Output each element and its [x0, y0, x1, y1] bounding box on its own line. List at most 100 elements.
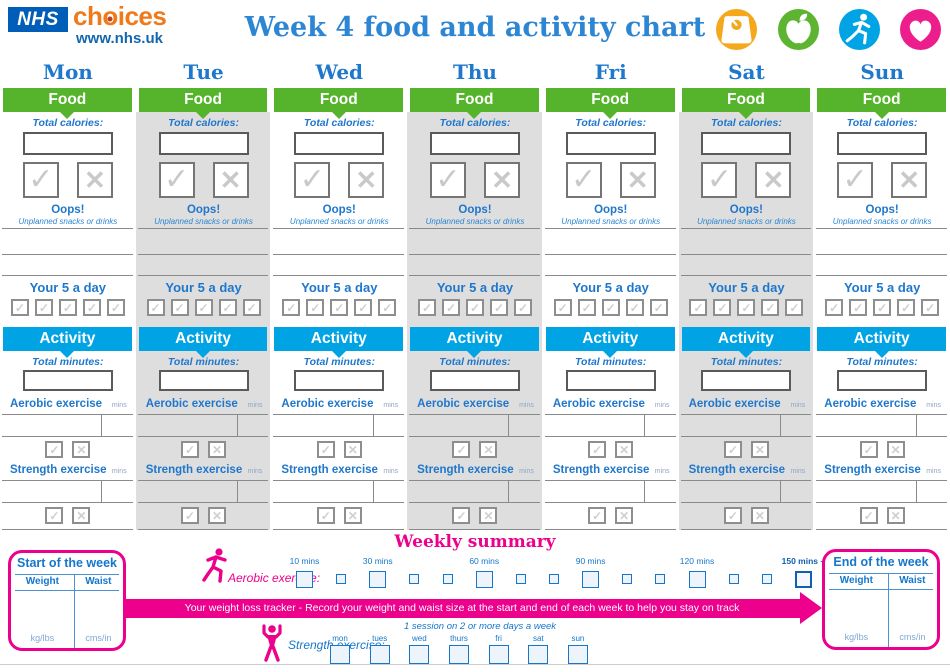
five-a-day-checkbox[interactable]: ✓ — [282, 299, 301, 316]
weight-entry-area[interactable] — [11, 591, 74, 630]
five-a-day-checkbox[interactable]: ✓ — [441, 299, 460, 316]
five-a-day-checkbox[interactable]: ✓ — [417, 299, 436, 316]
aerobic-minutes-checkbox[interactable] — [622, 574, 633, 584]
five-a-day-checkbox[interactable]: ✓ — [489, 299, 508, 316]
aerobic-minutes-checkbox[interactable] — [548, 574, 559, 584]
strength-done-checkbox[interactable]: ✓ — [181, 507, 200, 524]
total-calories-input[interactable] — [565, 132, 656, 155]
strength-day-checkbox[interactable] — [330, 645, 350, 664]
five-a-day-checkbox[interactable]: ✓ — [625, 299, 644, 316]
snacks-write-line[interactable] — [137, 228, 269, 229]
strength-done-checkbox[interactable]: ✓ — [859, 507, 878, 524]
aerobic-missed-checkbox[interactable]: ✕ — [208, 441, 227, 458]
total-minutes-input[interactable] — [837, 370, 928, 391]
snacks-write-line[interactable] — [273, 254, 405, 255]
aerobic-done-checkbox[interactable]: ✓ — [45, 441, 64, 458]
goal-missed-checkbox[interactable]: ✕ — [348, 162, 385, 198]
aerobic-missed-checkbox[interactable]: ✕ — [479, 441, 498, 458]
five-a-day-checkbox[interactable]: ✓ — [330, 299, 349, 316]
aerobic-minutes-checkbox[interactable] — [688, 570, 706, 588]
snacks-write-line[interactable] — [544, 254, 676, 255]
aerobic-missed-checkbox[interactable]: ✕ — [750, 441, 769, 458]
strength-done-checkbox[interactable]: ✓ — [723, 507, 742, 524]
five-a-day-checkbox[interactable]: ✓ — [873, 299, 892, 316]
aerobic-write-area[interactable] — [2, 414, 133, 437]
aerobic-minutes-checkbox[interactable] — [296, 570, 313, 588]
total-calories-input[interactable] — [22, 132, 113, 155]
aerobic-minutes-checkbox[interactable] — [761, 574, 772, 584]
snacks-write-line[interactable] — [816, 228, 947, 229]
aerobic-minutes-checkbox[interactable] — [336, 574, 347, 584]
snacks-write-line[interactable] — [137, 254, 269, 255]
aerobic-minutes-checkbox[interactable] — [582, 570, 600, 588]
total-calories-input[interactable] — [429, 132, 520, 155]
strength-missed-checkbox[interactable]: ✕ — [343, 507, 362, 524]
strength-done-checkbox[interactable]: ✓ — [45, 507, 64, 524]
five-a-day-checkbox[interactable]: ✓ — [553, 299, 572, 316]
five-a-day-checkbox[interactable]: ✓ — [170, 299, 189, 316]
total-minutes-input[interactable] — [565, 370, 656, 391]
snacks-write-line[interactable] — [2, 228, 133, 229]
aerobic-minutes-checkbox[interactable] — [515, 574, 526, 584]
total-minutes-input[interactable] — [158, 370, 249, 391]
snacks-write-line[interactable] — [544, 228, 676, 229]
snacks-write-line[interactable] — [2, 254, 133, 255]
strength-write-area[interactable] — [680, 480, 812, 503]
aerobic-done-checkbox[interactable]: ✓ — [181, 441, 200, 458]
total-minutes-input[interactable] — [22, 370, 113, 391]
goal-missed-checkbox[interactable]: ✕ — [755, 162, 792, 198]
aerobic-done-checkbox[interactable]: ✓ — [588, 441, 607, 458]
aerobic-write-area[interactable] — [680, 414, 812, 437]
strength-day-checkbox[interactable] — [567, 645, 588, 664]
aerobic-minutes-checkbox[interactable] — [442, 574, 453, 584]
snacks-write-line[interactable] — [680, 275, 812, 276]
five-a-day-checkbox[interactable]: ✓ — [601, 299, 620, 316]
five-a-day-checkbox[interactable]: ✓ — [106, 299, 125, 316]
five-a-day-checkbox[interactable]: ✓ — [897, 299, 916, 316]
five-a-day-checkbox[interactable]: ✓ — [921, 299, 940, 316]
aerobic-write-area[interactable] — [409, 414, 540, 437]
weight-entry-area[interactable] — [825, 590, 888, 629]
five-a-day-checkbox[interactable]: ✓ — [146, 299, 165, 316]
strength-write-area[interactable] — [816, 480, 947, 503]
five-a-day-checkbox[interactable]: ✓ — [737, 299, 756, 316]
aerobic-minutes-checkbox[interactable] — [475, 570, 493, 588]
aerobic-write-area[interactable] — [273, 414, 405, 437]
aerobic-missed-checkbox[interactable]: ✕ — [72, 441, 91, 458]
five-a-day-checkbox[interactable]: ✓ — [825, 299, 844, 316]
goal-met-checkbox[interactable]: ✓ — [22, 162, 59, 198]
strength-day-checkbox[interactable] — [409, 645, 430, 664]
five-a-day-checkbox[interactable]: ✓ — [378, 299, 397, 316]
strength-missed-checkbox[interactable]: ✕ — [72, 507, 91, 524]
aerobic-write-area[interactable] — [816, 414, 947, 437]
goal-met-checkbox[interactable]: ✓ — [701, 162, 738, 198]
goal-met-checkbox[interactable]: ✓ — [837, 162, 874, 198]
aerobic-missed-checkbox[interactable]: ✕ — [886, 441, 905, 458]
snacks-write-line[interactable] — [273, 228, 405, 229]
strength-day-checkbox[interactable] — [528, 645, 549, 664]
total-minutes-input[interactable] — [429, 370, 520, 391]
waist-entry-area[interactable] — [888, 590, 937, 629]
goal-met-checkbox[interactable]: ✓ — [294, 162, 331, 198]
five-a-day-checkbox[interactable]: ✓ — [242, 299, 261, 316]
five-a-day-checkbox[interactable]: ✓ — [465, 299, 484, 316]
strength-done-checkbox[interactable]: ✓ — [316, 507, 335, 524]
five-a-day-checkbox[interactable]: ✓ — [513, 299, 532, 316]
five-a-day-checkbox[interactable]: ✓ — [306, 299, 325, 316]
goal-missed-checkbox[interactable]: ✕ — [212, 162, 249, 198]
aerobic-minutes-checkbox[interactable] — [728, 574, 739, 584]
snacks-write-line[interactable] — [137, 275, 269, 276]
goal-missed-checkbox[interactable]: ✕ — [483, 162, 520, 198]
strength-write-area[interactable] — [2, 480, 133, 503]
snacks-write-line[interactable] — [544, 275, 676, 276]
snacks-write-line[interactable] — [409, 228, 540, 229]
five-a-day-checkbox[interactable]: ✓ — [849, 299, 868, 316]
five-a-day-checkbox[interactable]: ✓ — [577, 299, 596, 316]
strength-write-area[interactable] — [137, 480, 269, 503]
strength-missed-checkbox[interactable]: ✕ — [615, 507, 634, 524]
snacks-write-line[interactable] — [2, 275, 133, 276]
strength-day-checkbox[interactable] — [448, 645, 469, 664]
five-a-day-checkbox[interactable]: ✓ — [689, 299, 708, 316]
strength-write-area[interactable] — [409, 480, 540, 503]
goal-met-checkbox[interactable]: ✓ — [429, 162, 466, 198]
